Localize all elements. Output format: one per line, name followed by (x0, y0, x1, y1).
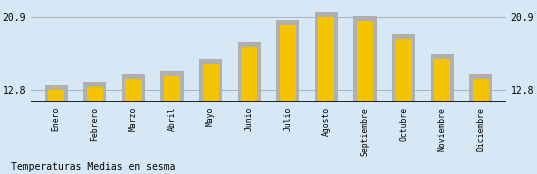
Text: 15.7: 15.7 (208, 83, 214, 101)
Bar (318, 17, 335, 102)
Bar (241, 47, 257, 102)
Bar (280, 25, 296, 102)
Bar (357, 21, 373, 102)
Bar (199, 59, 222, 102)
Bar (161, 71, 184, 102)
Bar (86, 87, 103, 102)
Text: 12.8: 12.8 (53, 83, 59, 101)
Bar (125, 79, 142, 102)
Text: 14.0: 14.0 (130, 83, 136, 101)
Bar (353, 16, 376, 102)
Bar (392, 34, 415, 102)
Text: 20.9: 20.9 (323, 83, 329, 101)
Text: 20.0: 20.0 (285, 83, 291, 101)
Bar (469, 74, 492, 102)
Bar (202, 64, 219, 102)
Bar (395, 39, 412, 102)
Bar (83, 82, 106, 102)
Bar (238, 42, 261, 102)
Text: 16.3: 16.3 (439, 83, 445, 101)
Bar (276, 20, 299, 102)
Bar (473, 79, 489, 102)
Text: 14.0: 14.0 (478, 83, 484, 101)
Text: Temperaturas Medias en sesma: Temperaturas Medias en sesma (11, 162, 175, 172)
Bar (45, 85, 68, 102)
Bar (315, 12, 338, 102)
Text: 14.4: 14.4 (169, 83, 175, 101)
Bar (434, 59, 451, 102)
Bar (122, 74, 145, 102)
Bar (48, 90, 64, 102)
Text: 13.2: 13.2 (92, 83, 98, 101)
Bar (164, 76, 180, 102)
Bar (431, 54, 454, 102)
Text: 17.6: 17.6 (246, 83, 252, 101)
Text: 18.5: 18.5 (401, 83, 407, 101)
Text: 20.5: 20.5 (362, 83, 368, 101)
